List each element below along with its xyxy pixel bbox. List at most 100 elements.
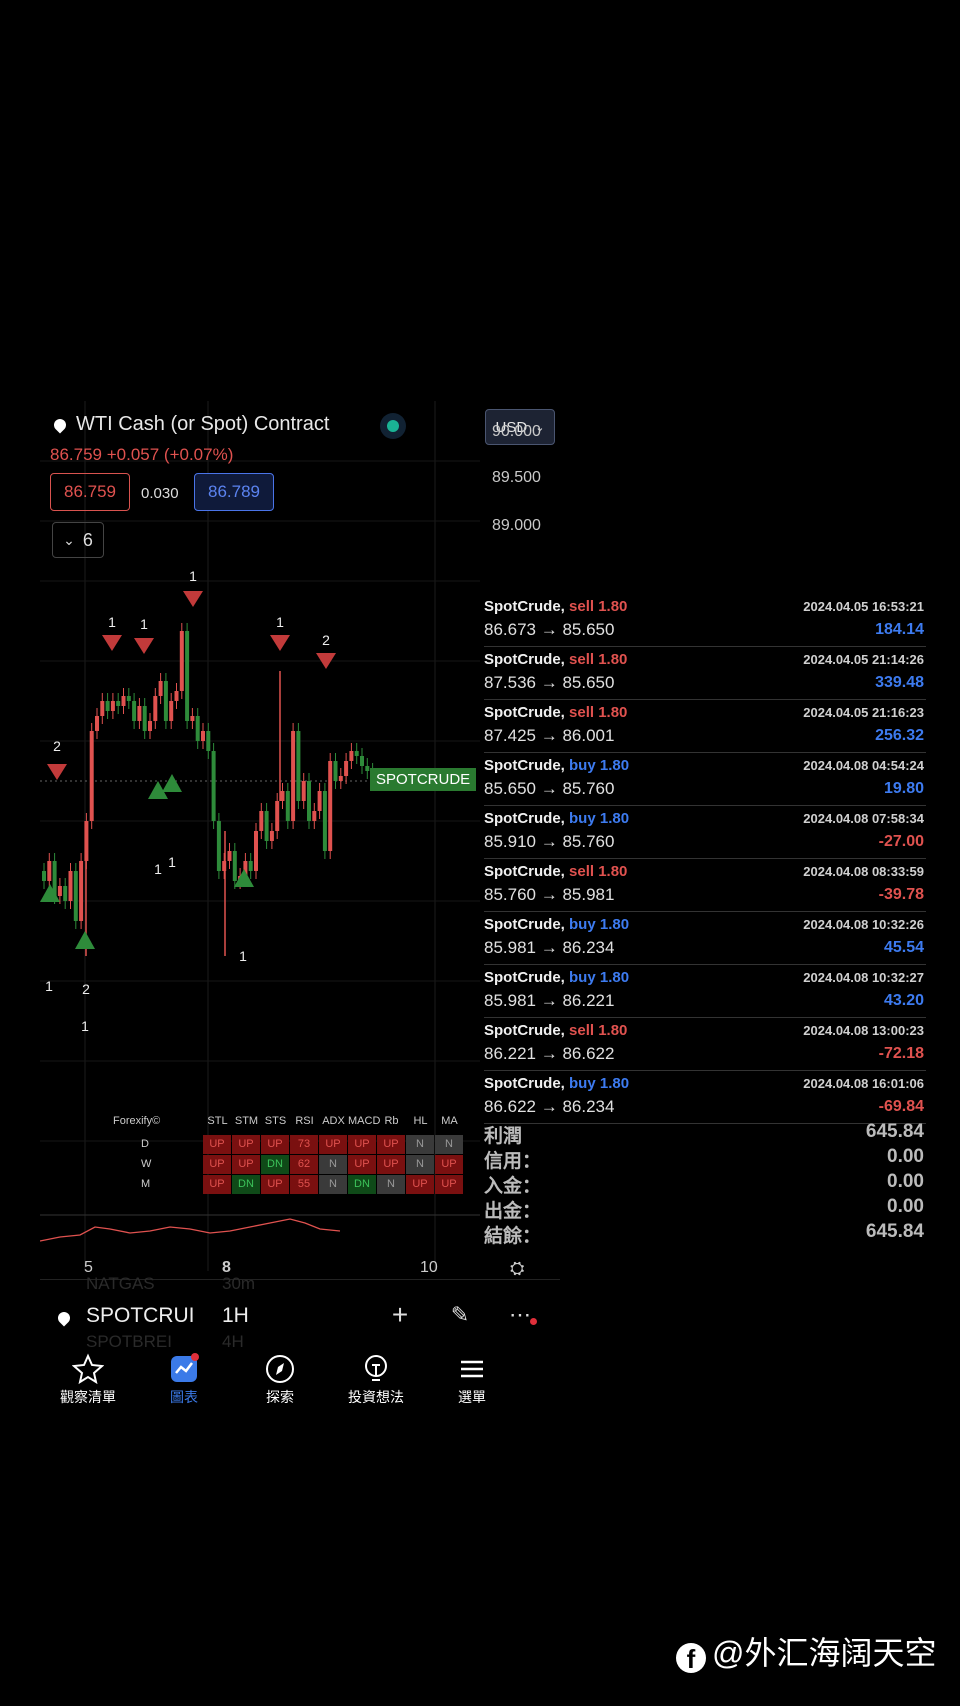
more-icon[interactable]: ⋯: [505, 1300, 537, 1330]
sell-signal-icon: [102, 635, 122, 651]
forexify-cell: UP: [203, 1155, 231, 1174]
candle: [259, 811, 264, 831]
forexify-row-label: W: [141, 1158, 152, 1170]
forexify-cell: UP: [377, 1135, 405, 1154]
signal-label: 2: [322, 632, 330, 648]
summary-row: 利潤 645.84: [484, 1121, 926, 1147]
oil-drop-icon: [51, 416, 69, 434]
candle: [206, 731, 211, 751]
signal-label: 2: [82, 981, 90, 997]
tab-watchlist[interactable]: 觀察清單: [40, 1353, 136, 1407]
sell-signal-icon: [183, 591, 203, 607]
summary-value: 645.84: [865, 1221, 924, 1242]
oil-drop-icon: [55, 1309, 73, 1327]
candle: [179, 631, 184, 691]
summary-row: 入金： 0.00: [484, 1171, 926, 1197]
trade-symbol: SpotCrude, sell 1.80: [484, 863, 628, 880]
trade-time: 2024.04.05 16:53:21: [803, 599, 924, 614]
trade-side: buy 1.80: [569, 757, 630, 774]
candle: [89, 731, 94, 821]
trade-side: buy 1.80: [569, 969, 630, 986]
time-tick: 5: [84, 1259, 93, 1276]
candle: [121, 696, 126, 706]
currency-select[interactable]: USD ⌄: [485, 409, 555, 445]
buy-button[interactable]: 86.789: [194, 473, 274, 511]
candle: [79, 861, 84, 921]
candle: [349, 751, 354, 761]
candle: [195, 716, 200, 741]
forexify-cell: UP: [435, 1175, 463, 1194]
trade-pnl: 184.14: [875, 621, 924, 638]
tab-menu[interactable]: 選單: [424, 1353, 520, 1407]
forexify-cell: UP: [203, 1135, 231, 1154]
signal-label: 1: [239, 948, 247, 964]
trade-prices: 85.981 → 86.221: [484, 991, 615, 1010]
pen-icon[interactable]: ✎: [450, 1302, 470, 1327]
interval-selector[interactable]: 1H: [222, 1304, 249, 1327]
chart-settings-icon[interactable]: ⛭: [510, 1258, 525, 1278]
trade-prices: 86.221 → 86.622: [484, 1044, 615, 1063]
trade-symbol: SpotCrude, buy 1.80: [484, 916, 630, 933]
price-tick: 90.000: [492, 423, 541, 440]
trade-time: 2024.04.08 10:32:27: [803, 970, 924, 985]
forexify-cell: UP: [348, 1155, 376, 1174]
summary-label: 入金：: [484, 1176, 542, 1197]
plus-icon[interactable]: +: [391, 1299, 409, 1330]
menu-icon: [461, 1360, 483, 1378]
candle: [301, 781, 306, 801]
tab-chart[interactable]: 圖表: [136, 1353, 232, 1407]
forexify-cell: N: [406, 1155, 434, 1174]
forexify-cell: UP: [435, 1155, 463, 1174]
trade-row: SpotCrude, sell 1.80 2024.04.05 21:16:23 8…: [484, 700, 926, 753]
forexify-cell: N: [319, 1175, 347, 1194]
candle: [163, 681, 168, 721]
buy-signal-icon: [148, 781, 168, 799]
trade-time: 2024.04.08 16:01:06: [803, 1076, 924, 1091]
sell-signal-icon: [47, 764, 67, 780]
trade-time: 2024.04.05 21:14:26: [803, 652, 924, 667]
candle: [211, 751, 216, 821]
trade-pnl: -39.78: [878, 886, 924, 903]
forexify-column: MA: [441, 1115, 458, 1127]
trade-side: buy 1.80: [569, 1075, 630, 1092]
forexify-column: STM: [234, 1115, 259, 1127]
trade-side: buy 1.80: [569, 916, 630, 933]
tab-ideas[interactable]: 投資想法: [328, 1353, 424, 1407]
bottom-tab-bar: 觀察清單 圖表 探索 投資想法 選單: [40, 1347, 560, 1421]
summary-value: 0.00: [887, 1196, 924, 1217]
trade-prices: 85.760 → 85.981: [484, 885, 615, 904]
candle: [73, 871, 78, 921]
tab-explore[interactable]: 探索: [232, 1353, 328, 1407]
forexify-cell: N: [435, 1135, 463, 1154]
candle: [52, 861, 57, 896]
candle: [201, 731, 205, 741]
symbol-selector[interactable]: SPOTCRUI: [86, 1304, 195, 1327]
trade-prices: 87.425 → 86.001: [484, 726, 615, 745]
trade-time: 2024.04.05 21:16:23: [803, 705, 924, 720]
candle: [68, 871, 73, 901]
symbol-title[interactable]: WTI Cash (or Spot) Contract: [51, 413, 329, 436]
trade-prices: 85.650 → 85.760: [484, 779, 615, 798]
signal-label: 1: [140, 616, 148, 632]
candle: [57, 886, 62, 896]
compass-icon: [266, 1355, 294, 1383]
trade-prices: 86.622 → 86.234: [484, 1097, 615, 1116]
forexify-column: Rb: [384, 1115, 399, 1127]
sell-signal-icon: [134, 638, 154, 654]
spread-value: 0.030: [141, 485, 179, 502]
summary-value: 0.00: [887, 1171, 924, 1192]
trade-symbol: SpotCrude, buy 1.80: [484, 810, 630, 827]
candle: [153, 696, 158, 721]
sell-button[interactable]: 86.759: [50, 473, 130, 511]
forexify-cell: DN: [348, 1175, 376, 1194]
price-change: 86.759 +0.057 (+0.07%): [50, 445, 234, 464]
forexify-column: ADX: [322, 1115, 345, 1127]
time-tick: 10: [420, 1259, 438, 1276]
candle: [243, 861, 248, 876]
candle: [285, 791, 290, 821]
candle: [333, 761, 338, 781]
ghost-symbol: NATGAS: [86, 1274, 155, 1293]
indicators-toggle[interactable]: ⌄ 6: [52, 522, 104, 558]
